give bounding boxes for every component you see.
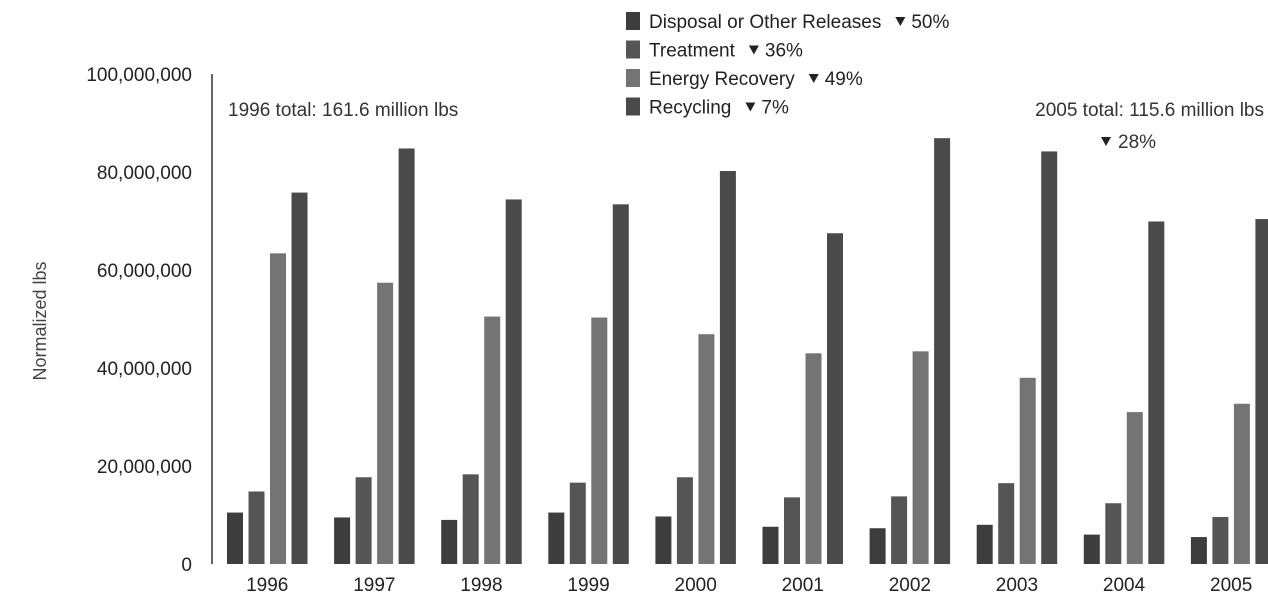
x-tick-label: 2005: [1210, 575, 1252, 594]
y-tick-label: 100,000,000: [86, 65, 192, 86]
legend-change: 7%: [761, 98, 789, 119]
legend-change: 49%: [825, 69, 863, 90]
bar-1997-energy-recovery: [377, 282, 394, 564]
bar-2005-treatment: [1212, 516, 1229, 564]
x-tick-label: 2003: [996, 575, 1038, 594]
down-triangle-icon: [748, 45, 759, 55]
annotation-2005-total: 2005 total: 115.6 million lbs: [1035, 100, 1264, 121]
y-tick-label: 40,000,000: [97, 359, 192, 380]
bar-2002-treatment: [891, 496, 908, 564]
bar-1996-disposal-or-other-releases: [227, 512, 243, 564]
x-tick-label: 1999: [567, 575, 609, 594]
x-tick-label: 2001: [782, 575, 824, 594]
bar-1998-disposal-or-other-releases: [441, 519, 458, 564]
y-tick-label: 0: [181, 555, 192, 576]
x-tick-label: 2002: [889, 575, 931, 594]
annotation-total-change: 28%: [1101, 132, 1156, 153]
annotation-total-change-text: 28%: [1118, 132, 1156, 153]
bar-2001-energy-recovery: [805, 353, 822, 564]
down-triangle-icon: [745, 102, 756, 112]
bars: [227, 138, 1268, 565]
bar-1996-treatment: [248, 491, 265, 564]
legend-label: Treatment: [649, 41, 736, 62]
bar-2005-disposal-or-other-releases: [1190, 537, 1207, 564]
y-tick-label: 60,000,000: [97, 261, 192, 282]
bar-2004-treatment: [1105, 503, 1122, 564]
legend-label: Disposal or Other Releases: [649, 12, 881, 33]
bar-2001-disposal-or-other-releases: [762, 526, 779, 564]
bar-2003-disposal-or-other-releases: [976, 524, 993, 564]
x-tick-label: 2004: [1103, 575, 1146, 594]
legend-label: Recycling: [649, 98, 731, 119]
bar-2001-recycling: [827, 233, 843, 564]
legend-swatch: [626, 40, 640, 59]
bar-1999-treatment: [569, 482, 586, 564]
bar-2000-treatment: [676, 477, 693, 564]
bar-2003-energy-recovery: [1019, 377, 1036, 564]
x-tick-label: 2000: [675, 575, 717, 594]
bar-2001-treatment: [784, 497, 800, 564]
y-axis-title: Normalized lbs: [30, 261, 50, 380]
legend-swatch: [626, 97, 640, 116]
legend: Disposal or Other Releases 50% Treatment 36…: [626, 12, 949, 119]
down-triangle-icon: [808, 74, 819, 83]
legend-change: 50%: [911, 12, 949, 33]
x-tick-label: 1998: [460, 575, 502, 594]
bar-1996-recycling: [291, 192, 308, 564]
legend-swatch: [626, 69, 640, 87]
down-triangle-icon: [1101, 137, 1111, 146]
y-axis: 0 20,000,000 40,000,000 60,000,000 80,000,00…: [86, 65, 213, 576]
bar-2002-disposal-or-other-releases: [869, 528, 886, 564]
y-tick-label: 20,000,000: [97, 457, 192, 478]
bar-2004-disposal-or-other-releases: [1083, 534, 1100, 564]
bar-1997-recycling: [398, 148, 415, 565]
bar-2002-recycling: [934, 138, 951, 564]
legend-item: Energy Recovery 49%: [626, 69, 863, 90]
x-axis: 1996 1997 1998 1999 2000 2001 2002 2003 2004 2005: [246, 575, 1252, 594]
bar-1996-energy-recovery: [270, 253, 286, 564]
bar-1997-treatment: [355, 477, 372, 564]
legend-label: Energy Recovery: [649, 69, 795, 90]
bar-1999-disposal-or-other-releases: [548, 512, 565, 564]
bar-1998-recycling: [505, 199, 522, 564]
bar-2000-disposal-or-other-releases: [655, 516, 672, 564]
y-tick-label: 80,000,000: [97, 163, 192, 184]
bar-1998-treatment: [462, 474, 479, 564]
bar-2000-recycling: [719, 171, 736, 564]
down-triangle-icon: [895, 17, 906, 26]
bar-2000-energy-recovery: [698, 334, 715, 564]
bar-2005-energy-recovery: [1233, 403, 1250, 564]
legend-item: Treatment 36%: [626, 40, 803, 62]
legend-swatch: [626, 12, 640, 30]
bar-2003-treatment: [998, 483, 1015, 564]
bar-1999-energy-recovery: [591, 317, 608, 564]
bar-1999-recycling: [612, 204, 629, 564]
bar-2004-recycling: [1148, 221, 1165, 565]
bar-2005-recycling: [1255, 219, 1268, 565]
legend-item: Disposal or Other Releases 50%: [626, 12, 949, 33]
bar-2003-recycling: [1041, 151, 1058, 565]
x-tick-label: 1996: [246, 575, 288, 594]
annotation-1996-total: 1996 total: 161.6 million lbs: [228, 100, 458, 121]
x-tick-label: 1997: [353, 575, 395, 594]
legend-item: Recycling 7%: [626, 97, 789, 119]
bar-2002-energy-recovery: [912, 351, 929, 564]
bar-1998-energy-recovery: [484, 316, 501, 564]
legend-change: 36%: [765, 41, 803, 62]
bar-2004-energy-recovery: [1126, 412, 1143, 564]
bar-1997-disposal-or-other-releases: [334, 517, 351, 564]
